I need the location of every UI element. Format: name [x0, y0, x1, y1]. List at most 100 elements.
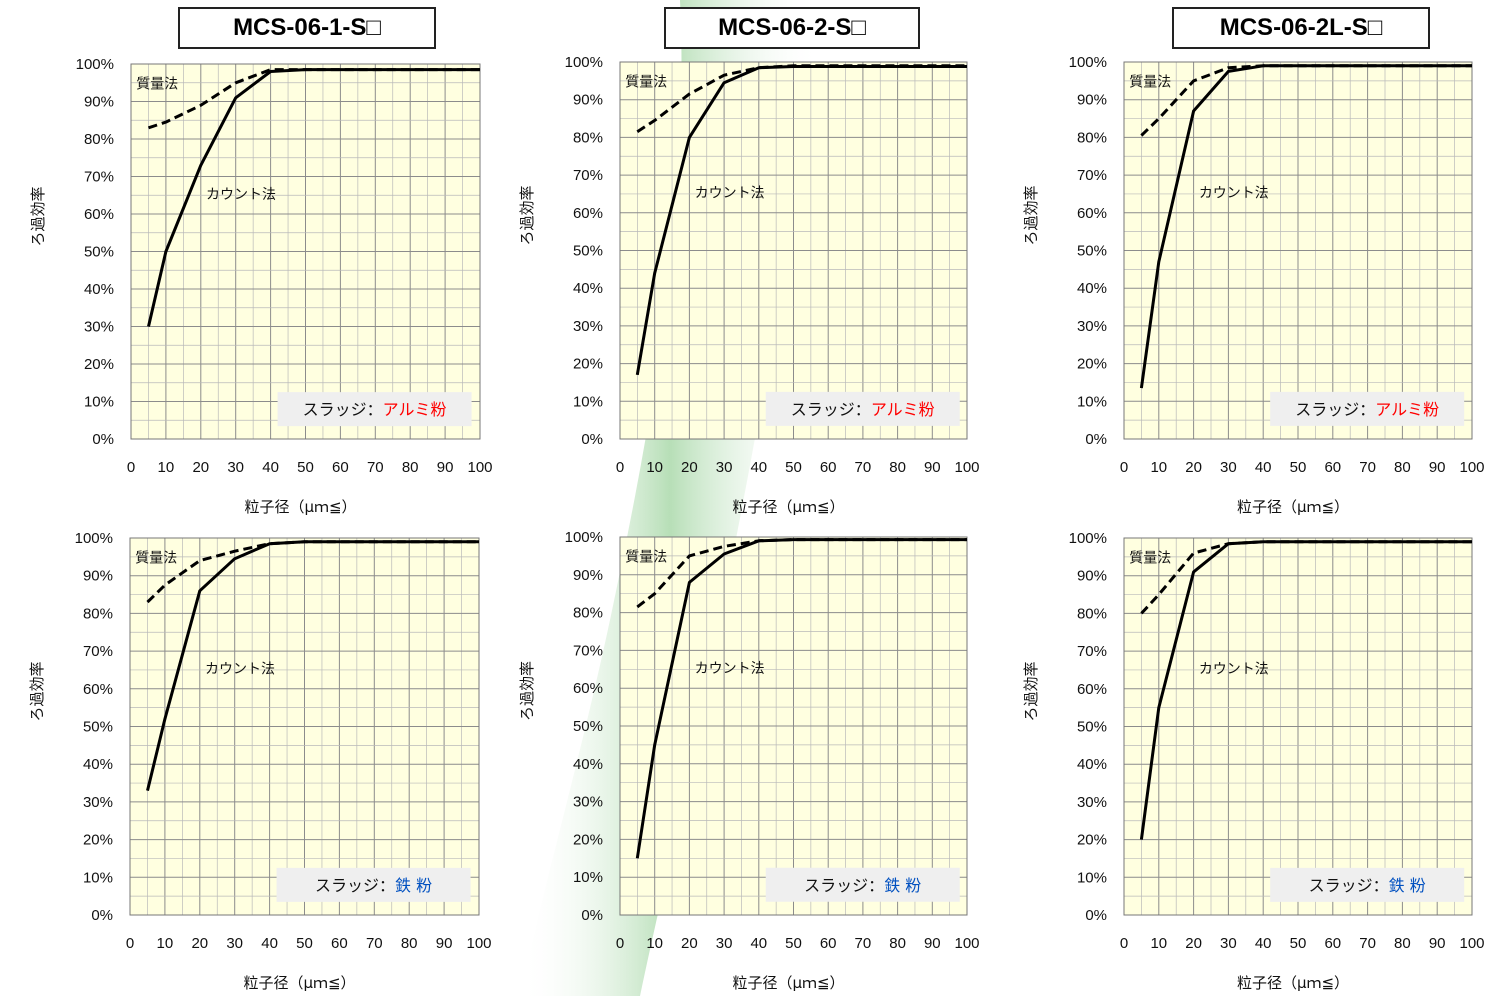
sludge-material: 鉄 粉 [1389, 876, 1426, 895]
y-tick-label: 100% [76, 56, 114, 73]
series-label-mass-method: 質量法 [625, 550, 667, 566]
y-tick-label: 70% [1077, 643, 1107, 660]
x-tick-label: 40 [750, 935, 767, 952]
y-tick-label: 20% [573, 356, 603, 373]
x-tick-label: 60 [331, 935, 348, 952]
x-tick-label: 80 [889, 935, 906, 952]
y-tick-label: 30% [573, 318, 603, 335]
x-tick-label: 50 [296, 935, 313, 952]
series-label-mass-method: 質量法 [135, 551, 177, 567]
x-tick-label: 40 [1255, 935, 1272, 952]
y-tick-label: 100% [565, 529, 603, 546]
model-label-1: MCS-06-1-S□ [178, 7, 436, 49]
x-tick-label: 60 [332, 459, 349, 476]
x-tick-label: 50 [785, 459, 802, 476]
sludge-prefix: スラッジ： [1295, 400, 1375, 419]
x-tick-label: 0 [127, 459, 135, 476]
y-tick-label: 50% [573, 243, 603, 260]
y-tick-label: 0% [92, 431, 114, 448]
x-axis-title: 粒子径（μｍ≦） [1237, 498, 1349, 516]
sludge-material: アルミ粉 [871, 400, 935, 419]
y-tick-label: 0% [581, 431, 603, 448]
sludge-prefix: スラッジ： [315, 876, 395, 895]
x-tick-label: 0 [1120, 935, 1128, 952]
y-tick-label: 20% [573, 831, 603, 848]
sludge-prefix: スラッジ： [303, 400, 383, 419]
y-tick-label: 10% [1077, 869, 1107, 886]
y-tick-label: 100% [565, 54, 603, 71]
sludge-prefix: スラッジ： [804, 876, 884, 895]
y-tick-label: 0% [91, 907, 113, 924]
y-axis-title: ろ過効率 [29, 186, 47, 246]
x-axis-title: 粒子径（μｍ≦） [732, 974, 844, 992]
series-label-count-method: カウント法 [695, 661, 765, 677]
y-tick-label: 10% [573, 869, 603, 886]
sludge-label: スラッジ：鉄 粉 [315, 876, 432, 895]
x-tick-label: 100 [466, 935, 491, 952]
y-tick-label: 80% [83, 605, 113, 622]
x-tick-label: 100 [467, 459, 492, 476]
y-tick-label: 100% [75, 530, 113, 547]
y-tick-label: 20% [1077, 356, 1107, 373]
x-tick-label: 70 [855, 935, 872, 952]
y-tick-label: 90% [1077, 92, 1107, 109]
sludge-prefix: スラッジ： [1309, 876, 1389, 895]
sludge-prefix: スラッジ： [791, 400, 871, 419]
y-tick-label: 10% [1077, 393, 1107, 410]
y-tick-label: 90% [84, 94, 114, 111]
x-tick-label: 60 [1324, 459, 1341, 476]
x-tick-label: 40 [1255, 459, 1272, 476]
y-tick-label: 60% [84, 206, 114, 223]
y-tick-label: 60% [573, 680, 603, 697]
x-tick-label: 20 [681, 935, 698, 952]
x-tick-label: 0 [126, 935, 134, 952]
sludge-label: スラッジ：アルミ粉 [1295, 400, 1439, 419]
x-tick-label: 60 [820, 459, 837, 476]
y-tick-label: 30% [84, 319, 114, 336]
y-tick-label: 10% [573, 393, 603, 410]
x-tick-label: 100 [1459, 935, 1484, 952]
y-tick-label: 60% [83, 681, 113, 698]
x-tick-label: 70 [367, 459, 384, 476]
sludge-label: スラッジ：アルミ粉 [303, 400, 447, 419]
x-tick-label: 40 [262, 459, 279, 476]
y-tick-label: 100% [1069, 54, 1107, 71]
y-tick-label: 10% [84, 394, 114, 411]
y-tick-label: 10% [83, 869, 113, 886]
y-tick-label: 0% [581, 907, 603, 924]
y-tick-label: 40% [1077, 280, 1107, 297]
y-tick-label: 20% [83, 832, 113, 849]
y-tick-label: 60% [573, 205, 603, 222]
series-label-count-method: カウント法 [206, 187, 276, 203]
y-tick-label: 70% [573, 167, 603, 184]
y-tick-label: 30% [573, 794, 603, 811]
y-tick-label: 40% [1077, 756, 1107, 773]
x-tick-label: 10 [157, 935, 174, 952]
x-tick-label: 80 [401, 935, 418, 952]
y-tick-label: 70% [84, 169, 114, 186]
x-tick-label: 50 [297, 459, 314, 476]
x-tick-label: 80 [402, 459, 419, 476]
x-tick-label: 20 [1185, 459, 1202, 476]
y-tick-label: 70% [83, 643, 113, 660]
x-tick-label: 10 [1150, 459, 1167, 476]
x-tick-label: 70 [366, 935, 383, 952]
y-tick-label: 50% [1077, 243, 1107, 260]
y-tick-label: 90% [1077, 568, 1107, 585]
x-tick-label: 0 [616, 459, 624, 476]
y-tick-label: 50% [83, 719, 113, 736]
x-tick-label: 10 [158, 459, 175, 476]
x-tick-label: 40 [750, 459, 767, 476]
x-tick-label: 60 [1324, 935, 1341, 952]
x-tick-label: 10 [646, 459, 663, 476]
x-tick-label: 90 [436, 935, 453, 952]
y-axis-title: ろ過効率 [1022, 185, 1040, 245]
series-label-mass-method: 質量法 [136, 76, 178, 92]
x-tick-label: 70 [1359, 459, 1376, 476]
x-tick-label: 100 [954, 459, 979, 476]
x-tick-label: 10 [646, 935, 663, 952]
x-tick-label: 60 [820, 935, 837, 952]
